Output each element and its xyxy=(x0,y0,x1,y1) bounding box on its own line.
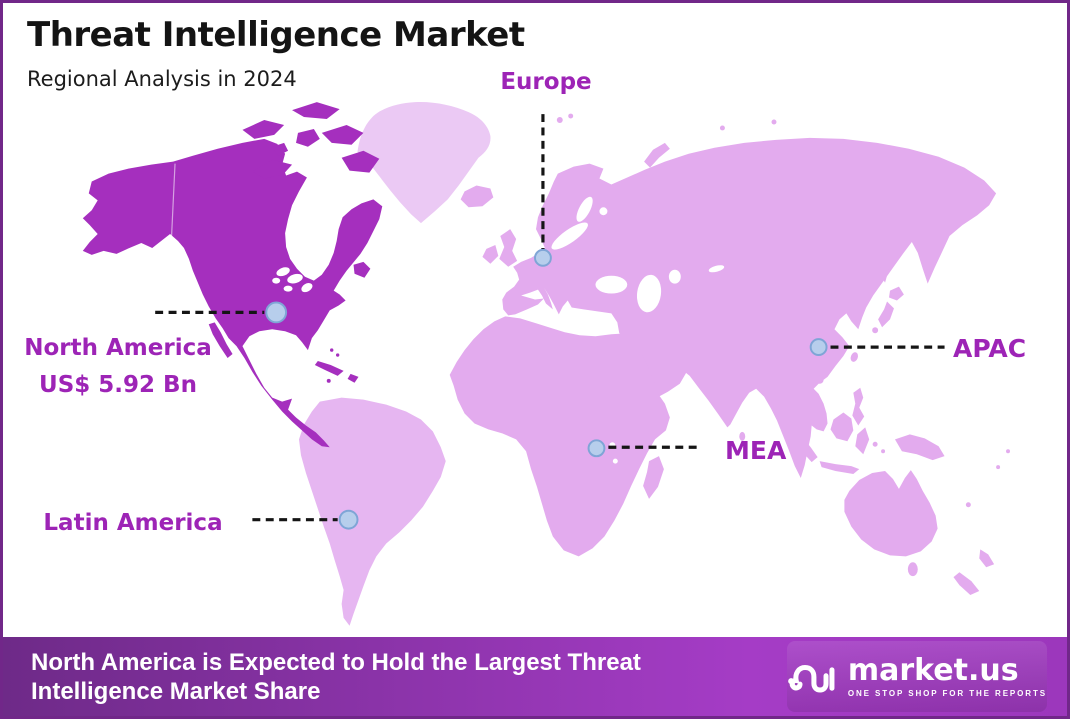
marketus-logo[interactable]: market.us ONE STOP SHOP FOR THE REPORTS xyxy=(787,641,1047,712)
pacific-island-2 xyxy=(1006,449,1011,454)
aral-sea xyxy=(668,269,681,284)
new-caledonia-island xyxy=(965,502,971,508)
greenland-region xyxy=(357,102,491,224)
svalbard-island-2 xyxy=(568,113,574,119)
apac-marker-dot xyxy=(809,338,828,357)
baja-peninsula xyxy=(208,322,233,359)
marketus-logo-text: market.us ONE STOP SHOP FOR THE REPORTS xyxy=(847,652,1047,698)
alaska-canada-border xyxy=(170,163,176,247)
new-guinea-island xyxy=(894,434,945,461)
north-america-marker-dot xyxy=(265,301,288,324)
footer-banner: North America is Expected to Hold the La… xyxy=(3,637,1067,716)
new-zealand-north xyxy=(979,549,995,568)
japan-hokkaido xyxy=(889,286,904,301)
ireland-island xyxy=(482,244,499,264)
sri-lanka-island xyxy=(739,431,746,441)
newfoundland-island xyxy=(353,261,371,278)
page-title: Threat Intelligence Market xyxy=(27,15,525,55)
caspian-sea xyxy=(636,274,662,313)
sakhalin-island xyxy=(880,256,890,283)
madagascar-island xyxy=(643,456,664,499)
page-subtitle: Regional Analysis in 2024 xyxy=(27,67,297,91)
north-america-value: US$ 5.92 Bn xyxy=(39,372,197,398)
sumatra-island xyxy=(787,427,818,463)
great-lakes xyxy=(272,267,313,293)
taiwan-island xyxy=(850,352,858,362)
black-sea xyxy=(595,275,628,294)
marketus-logo-icon xyxy=(788,664,835,693)
sulawesi-island xyxy=(855,427,870,455)
banner-headline-line2: Intelligence Market Share xyxy=(31,678,321,705)
lake-ladoga xyxy=(599,207,608,216)
banner-headline-line1: North America is Expected to Hold the La… xyxy=(31,649,641,676)
jamaica-island xyxy=(326,378,331,383)
novaya-zemlya-island xyxy=(644,142,670,168)
cuba-island xyxy=(314,360,344,376)
africa-region xyxy=(449,316,670,557)
lake-balkhash xyxy=(708,265,725,273)
latin-america-marker-dot xyxy=(338,509,359,530)
iceland-island xyxy=(460,185,494,208)
bahamas-island xyxy=(330,348,334,352)
tasmania-island xyxy=(907,562,918,577)
lake-tanganyika xyxy=(612,458,618,464)
europe-label: Europe xyxy=(500,69,592,95)
bahamas-island-2 xyxy=(335,353,340,357)
marketus-tagline: ONE STOP SHOP FOR THE REPORTS xyxy=(847,688,1047,698)
header: Threat Intelligence Market Regional Anal… xyxy=(27,15,525,91)
pacific-island xyxy=(996,465,1001,470)
south-america-region xyxy=(298,397,446,626)
apac-label: APAC xyxy=(953,334,1027,363)
banner-headline: North America is Expected to Hold the La… xyxy=(31,648,641,706)
great-britain-island xyxy=(499,229,518,267)
japan-kyushu xyxy=(872,327,879,334)
marketus-brand: market.us xyxy=(847,652,1019,688)
latin-america-label: Latin America xyxy=(43,510,223,536)
moluccas-island-2 xyxy=(881,449,886,454)
north-america-region xyxy=(82,138,383,448)
world-map xyxy=(82,102,1011,626)
moluccas-island xyxy=(872,441,878,447)
philippines-islands xyxy=(852,387,865,426)
eurasia-region xyxy=(502,137,997,479)
svalbard-island xyxy=(556,117,563,123)
gulf-of-bothnia xyxy=(576,196,593,222)
hainan-island xyxy=(815,375,824,384)
java-island xyxy=(819,461,860,475)
new-zealand-south xyxy=(953,572,980,596)
hispaniola-island xyxy=(347,373,359,383)
arctic-island xyxy=(719,125,725,131)
arctic-islands xyxy=(242,102,380,179)
australia-region xyxy=(844,470,938,557)
mea-label: MEA xyxy=(725,436,787,465)
arctic-island-2 xyxy=(771,119,777,125)
north-america-label: North America US$ 5.92 Bn xyxy=(13,330,223,404)
mea-marker-dot xyxy=(587,439,606,458)
borneo-island xyxy=(830,412,854,442)
north-america-label-text: North America xyxy=(24,335,212,361)
japan-honshu xyxy=(878,301,894,328)
baltic-sea xyxy=(551,222,588,250)
europe-marker-dot xyxy=(534,248,552,267)
